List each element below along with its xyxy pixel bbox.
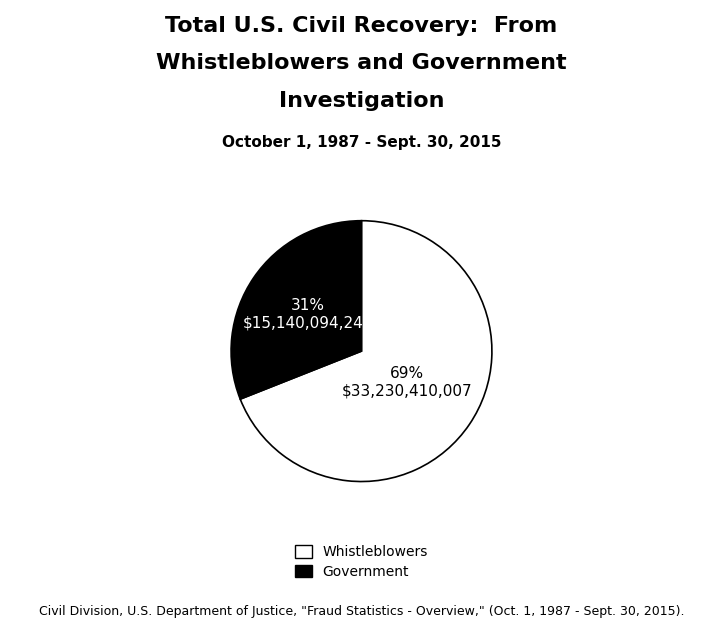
Text: Investigation: Investigation <box>279 91 444 111</box>
Wedge shape <box>231 221 362 399</box>
Text: 69%
$33,230,410,007: 69% $33,230,410,007 <box>341 366 472 398</box>
Text: Whistleblowers and Government: Whistleblowers and Government <box>156 53 567 73</box>
Legend: Whistleblowers, Government: Whistleblowers, Government <box>295 545 428 579</box>
Text: 31%
$15,140,094,246: 31% $15,140,094,246 <box>242 298 373 330</box>
Text: Total U.S. Civil Recovery:  From: Total U.S. Civil Recovery: From <box>166 16 557 36</box>
Text: October 1, 1987 - Sept. 30, 2015: October 1, 1987 - Sept. 30, 2015 <box>222 135 501 150</box>
Text: Civil Division, U.S. Department of Justice, "Fraud Statistics - Overview," (Oct.: Civil Division, U.S. Department of Justi… <box>39 604 684 618</box>
Wedge shape <box>240 221 492 482</box>
